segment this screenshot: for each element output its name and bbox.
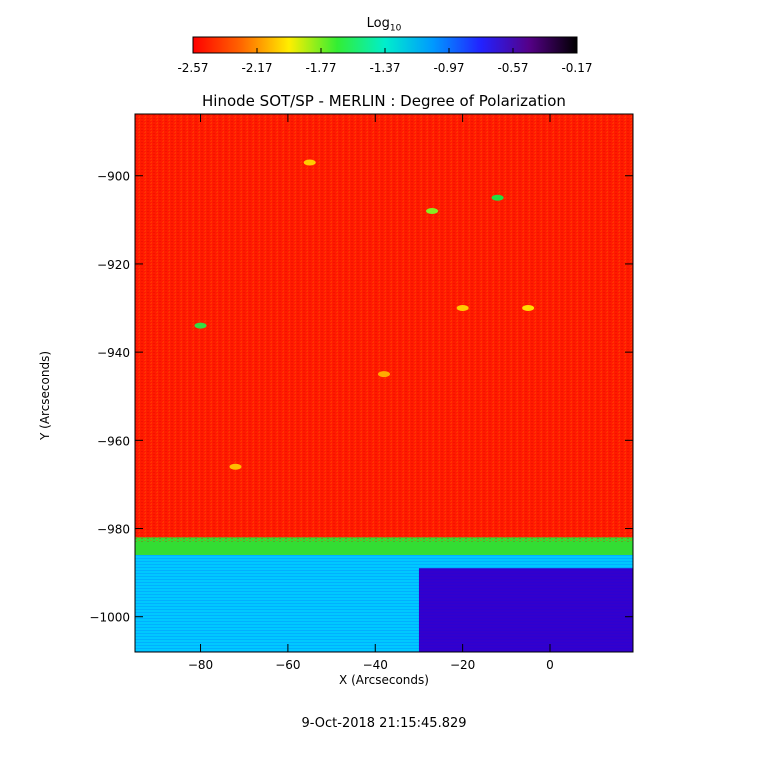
colorbar-tick-label: -1.77 <box>305 61 336 75</box>
y-axis-label: Y (Arcseconds) <box>38 350 52 440</box>
polarization-feature <box>378 371 390 378</box>
colorbar-tick-label: -2.17 <box>241 61 272 75</box>
plot-frame <box>134 113 634 653</box>
off-limb-texture <box>135 554 633 652</box>
polarization-feature <box>194 322 207 329</box>
y-tick-label: −1000 <box>89 611 130 625</box>
colorbar-ticks: -2.57 -2.17 -1.77 -1.37 -0.97 -0.57 -0.17 <box>177 48 593 75</box>
x-axis: −80 −60 −40 −20 0 <box>188 114 554 672</box>
x-tick-label: −60 <box>275 658 300 672</box>
polarization-feature <box>456 305 469 312</box>
colorbar-tick-label: -1.37 <box>369 61 400 75</box>
x-tick-label: 0 <box>546 658 554 672</box>
colorbar-title: Log10 <box>366 16 402 34</box>
colorbar-tick-label: -2.57 <box>177 61 208 75</box>
plot-area <box>134 113 634 653</box>
polarization-feature <box>303 159 316 166</box>
y-tick-label: −940 <box>97 346 130 360</box>
x-tick-label: −80 <box>188 658 213 672</box>
y-tick-label: −980 <box>97 523 130 537</box>
polarization-feature <box>522 305 535 312</box>
y-tick-label: −920 <box>97 258 130 272</box>
chart-title: Hinode SOT/SP - MERLIN : Degree of Polar… <box>202 92 566 110</box>
x-tick-label: −40 <box>363 658 388 672</box>
y-tick-label: −900 <box>97 170 130 184</box>
x-axis-label: X (Arcseconds) <box>339 673 429 687</box>
colorbar-tick-label: -0.57 <box>497 61 528 75</box>
x-tick-label: −20 <box>450 658 475 672</box>
polarization-feature <box>491 194 504 201</box>
colorbar-tick-label: -0.17 <box>561 61 592 75</box>
y-tick-label: −960 <box>97 434 130 448</box>
polarization-feature <box>229 463 242 470</box>
colorbar-tick-label: -0.97 <box>433 61 464 75</box>
disk-texture <box>135 114 633 542</box>
y-axis: −900 −920 −940 −960 −980 −1000 <box>89 170 633 625</box>
polarization-feature <box>426 208 439 215</box>
timestamp: 9-Oct-2018 21:15:45.829 <box>301 716 467 731</box>
